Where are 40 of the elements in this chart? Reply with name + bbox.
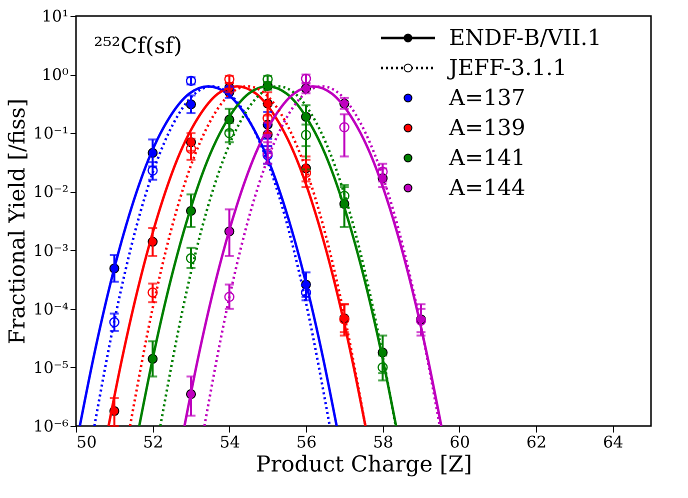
x-tick-label: 52 (142, 432, 164, 452)
y-tick-label: 10⁻⁴ (33, 299, 68, 318)
y-tick-label: 10⁻⁵ (33, 358, 68, 377)
point (186, 253, 196, 264)
x-tick-label: 54 (220, 432, 240, 452)
legend-label: JEFF-3.1.1 (447, 56, 567, 81)
x-tick-label: 64 (602, 432, 624, 452)
point (300, 168, 312, 178)
x-tick-label: 56 (296, 432, 317, 452)
point (339, 190, 350, 201)
legend-label: A=139 (448, 116, 526, 141)
point (300, 130, 312, 140)
point (148, 287, 158, 298)
point (224, 128, 234, 138)
point (224, 292, 234, 302)
point (109, 317, 120, 328)
x-tick-label: 60 (450, 432, 470, 452)
x-tick-label: 62 (526, 432, 547, 452)
y-tick-label: 10¹ (42, 6, 68, 26)
point (186, 144, 196, 154)
x-axis-title: Product Charge [Z] (256, 452, 472, 478)
y-tick-label: 10⁻¹ (33, 124, 68, 143)
y-axis-title: Fractional Yield [/fiss] (5, 98, 30, 344)
y-tick-label: 10⁻⁶ (33, 416, 68, 436)
point (148, 165, 158, 176)
x-tick-label: 58 (372, 432, 394, 452)
annotation: ²⁵²Cf(sf) (94, 34, 182, 59)
y-tick-label: 10⁻² (33, 182, 68, 202)
y-tick-label: 10⁻³ (33, 240, 68, 260)
y-tick-label: 10⁰ (42, 65, 68, 84)
point (378, 166, 388, 177)
point (262, 113, 273, 124)
x-tick-label: 50 (76, 432, 97, 452)
legend-label: A=144 (448, 176, 526, 201)
point (378, 362, 388, 373)
legend-label: A=141 (448, 146, 526, 171)
point (339, 122, 350, 132)
point (300, 287, 312, 298)
legend-label: A=137 (448, 86, 526, 111)
legend-label: ENDF-B/VII.1 (449, 26, 602, 51)
